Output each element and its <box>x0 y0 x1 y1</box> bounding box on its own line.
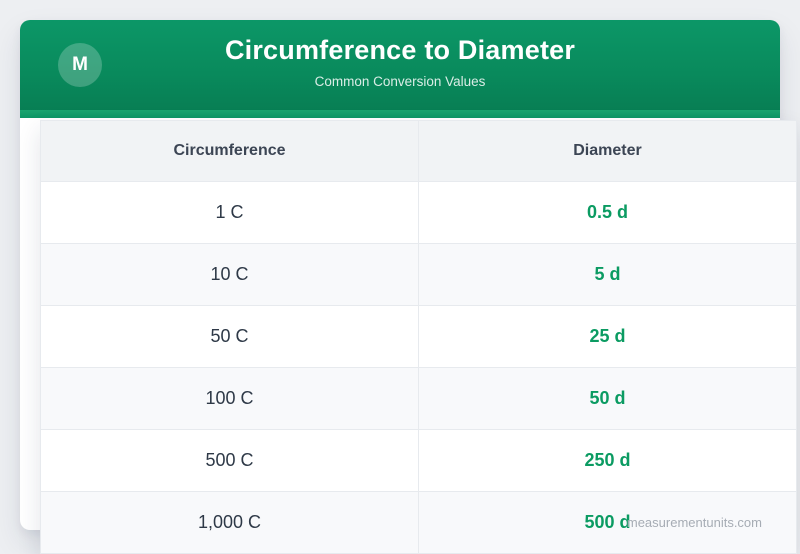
conversion-table-head: Circumference Diameter <box>40 120 797 182</box>
table-header-row: Circumference Diameter <box>40 120 797 182</box>
circumference-cell: 50 C <box>40 305 419 368</box>
watermark: measurementunits.com <box>626 515 762 530</box>
circumference-cell: 10 C <box>40 243 419 306</box>
circumference-cell: 100 C <box>40 367 419 430</box>
diameter-cell: 25 d <box>418 305 797 368</box>
circumference-cell: 1,000 C <box>40 491 419 554</box>
card-header: M Circumference to Diameter Common Conve… <box>20 20 780 118</box>
table-row: 50 C 25 d <box>40 305 797 368</box>
diameter-cell: 50 d <box>418 367 797 430</box>
diameter-cell: 5 d <box>418 243 797 306</box>
brand-badge: M <box>58 43 102 87</box>
column-header-circumference: Circumference <box>40 120 419 182</box>
table-row: 100 C 50 d <box>40 367 797 430</box>
table-row: 1,000 C 500 d <box>40 491 797 554</box>
circumference-cell: 1 C <box>40 181 419 244</box>
circumference-cell: 500 C <box>40 429 419 492</box>
brand-badge-letter: M <box>72 54 88 75</box>
diameter-cell: 0.5 d <box>418 181 797 244</box>
table-row: 1 C 0.5 d <box>40 181 797 244</box>
page-subtitle: Common Conversion Values <box>314 74 486 89</box>
table-row: 500 C 250 d <box>40 429 797 492</box>
diameter-cell: 500 d <box>418 491 797 554</box>
diameter-cell: 250 d <box>418 429 797 492</box>
column-header-diameter: Diameter <box>418 120 797 182</box>
page-title: Circumference to Diameter <box>224 35 576 65</box>
